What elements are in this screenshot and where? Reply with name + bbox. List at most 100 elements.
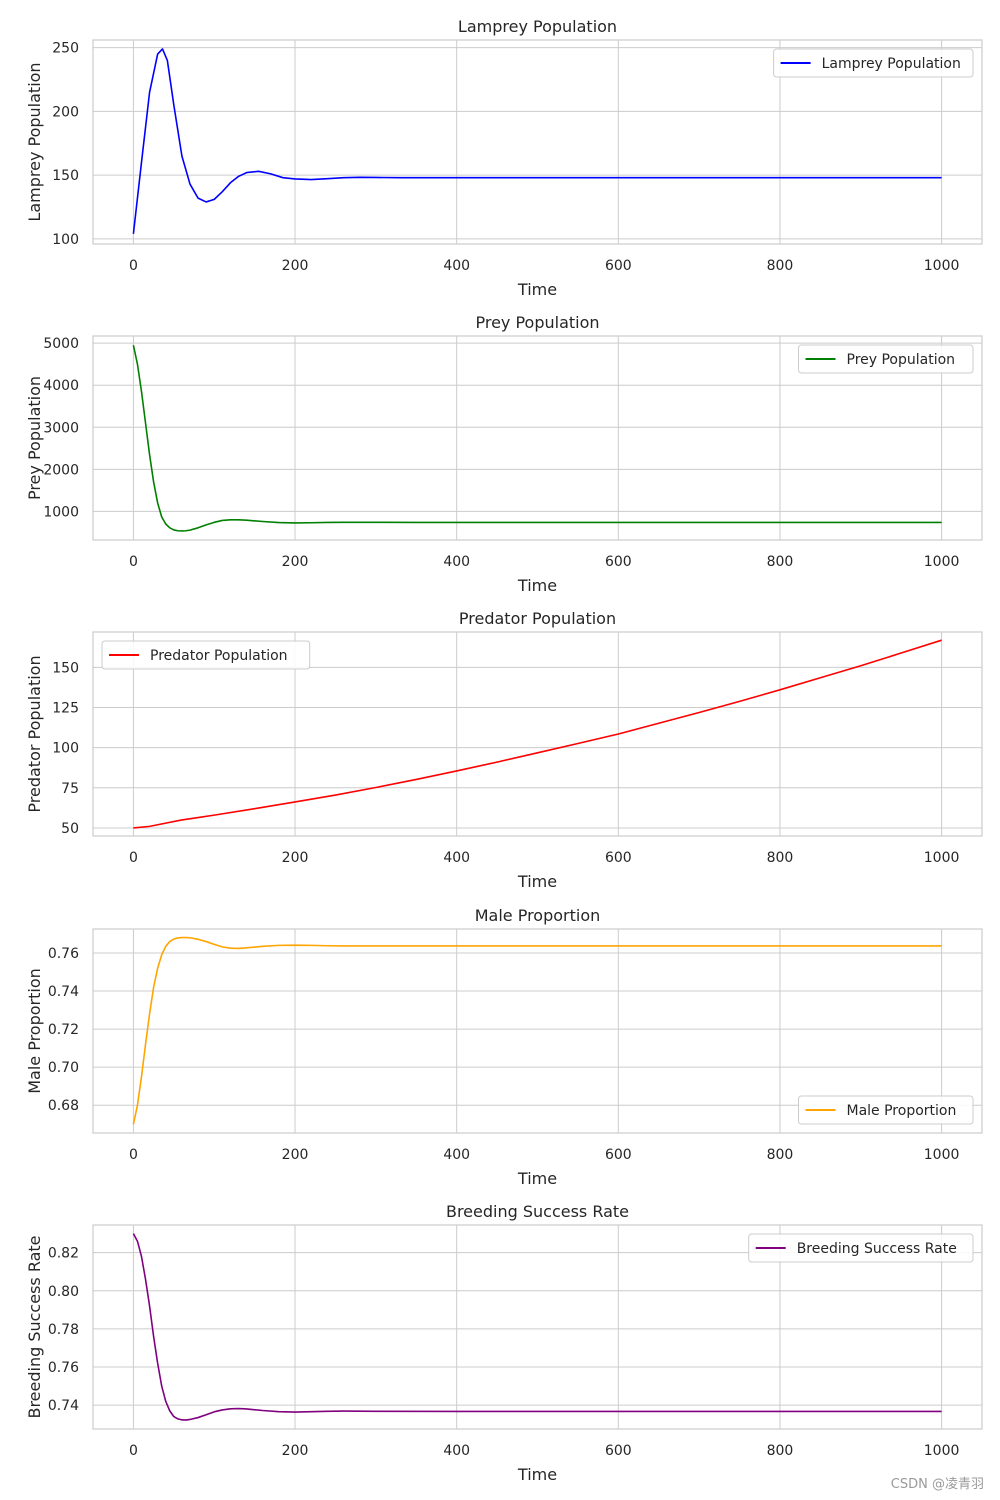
legend-box	[773, 48, 974, 78]
subplot-title: Breeding Success Rate	[446, 1202, 629, 1221]
x-tick-label: 400	[443, 1147, 470, 1163]
legend-box	[101, 640, 311, 670]
x-tick-label: 1000	[924, 850, 960, 866]
axes-frame	[92, 1224, 983, 1430]
x-tick-label: 1000	[924, 1443, 960, 1459]
y-tick-label: 0.76	[48, 946, 79, 962]
x-tick-label: 200	[282, 1147, 309, 1163]
x-axis-label: Time	[517, 1465, 557, 1484]
y-tick-label: 1000	[43, 504, 79, 520]
x-axis-label: Time	[517, 872, 557, 891]
x-tick-label: 200	[282, 554, 309, 570]
y-tick-label: 5000	[43, 336, 79, 352]
y-tick-label: 0.68	[48, 1098, 79, 1114]
subplot-title: Lamprey Population	[458, 17, 617, 36]
y-tick-label: 75	[61, 781, 79, 797]
axes-frame	[92, 631, 983, 837]
y-axis-label: Lamprey Population	[25, 62, 44, 221]
x-tick-label: 600	[605, 850, 632, 866]
x-tick-label: 0	[129, 850, 138, 866]
axes-frame	[92, 39, 983, 245]
legend: Prey Population	[798, 344, 974, 374]
x-axis-label: Time	[517, 576, 557, 595]
y-tick-label: 100	[52, 741, 79, 757]
legend-label: Male Proportion	[847, 1103, 957, 1119]
x-tick-label: 600	[605, 1147, 632, 1163]
x-axis-label: Time	[517, 1169, 557, 1188]
series-line-predator-population	[133, 639, 942, 829]
y-tick-label: 0.80	[48, 1284, 79, 1300]
legend: Breeding Success Rate	[748, 1233, 974, 1263]
x-tick-label: 400	[443, 850, 470, 866]
y-axis-label: Predator Population	[25, 655, 44, 812]
x-tick-label: 0	[129, 554, 138, 570]
y-tick-label: 250	[52, 41, 79, 57]
axes-frame	[92, 335, 983, 541]
x-tick-label: 1000	[924, 1147, 960, 1163]
y-tick-label: 0.72	[48, 1022, 79, 1038]
x-tick-label: 400	[443, 1443, 470, 1459]
x-tick-label: 600	[605, 258, 632, 274]
x-tick-label: 0	[129, 1443, 138, 1459]
subplot-title: Predator Population	[459, 609, 616, 628]
x-tick-label: 600	[605, 1443, 632, 1459]
y-tick-label: 0.74	[48, 1398, 79, 1414]
legend: Predator Population	[101, 640, 311, 670]
series-line-prey-population	[132, 345, 942, 532]
y-tick-label: 3000	[43, 420, 79, 436]
x-tick-label: 600	[605, 554, 632, 570]
series-line-male-proportion	[132, 936, 942, 1125]
x-tick-label: 1000	[924, 554, 960, 570]
x-tick-label: 800	[767, 1443, 794, 1459]
x-tick-label: 800	[767, 554, 794, 570]
y-tick-label: 50	[61, 821, 79, 837]
y-tick-label: 150	[52, 660, 79, 676]
legend-label: Lamprey Population	[822, 56, 961, 72]
x-tick-label: 800	[767, 850, 794, 866]
legend-label: Breeding Success Rate	[797, 1241, 957, 1257]
y-tick-label: 0.76	[48, 1360, 79, 1376]
legend-label: Prey Population	[847, 352, 956, 368]
subplot-predator-population: 0 200 400 600 800 1000 50 75 100 125 150 Predator P…	[25, 609, 983, 891]
y-tick-label: 100	[52, 232, 79, 248]
y-axis-label: Breeding Success Rate	[25, 1235, 44, 1418]
subplot-male-proportion: 0 200 400 600 800 10000.680.700.720.740.76Mal…	[25, 906, 983, 1188]
x-tick-label: 800	[767, 258, 794, 274]
y-axis-label: Prey Population	[25, 376, 44, 500]
x-tick-label: 0	[129, 258, 138, 274]
subplot-title: Male Proportion	[475, 906, 601, 925]
y-tick-label: 4000	[43, 378, 79, 394]
x-tick-label: 800	[767, 1147, 794, 1163]
watermark: CSDN @凌青羽	[891, 1477, 984, 1492]
legend: Male Proportion	[798, 1095, 974, 1125]
x-tick-label: 200	[282, 258, 309, 274]
y-tick-label: 0.70	[48, 1060, 79, 1076]
subplot-lamprey-population: 0 200 400 600 800 1000 100 150 200 250 Lamprey Pop…	[25, 17, 983, 299]
subplot-title: Prey Population	[475, 313, 599, 332]
x-axis-label: Time	[517, 280, 557, 299]
y-axis-label: Male Proportion	[25, 968, 44, 1094]
legend-box	[798, 1095, 974, 1125]
subplot-prey-population: 0 200 400 600 800 1000 1000 2000 3000 4000 5000 Pre…	[25, 313, 983, 595]
legend-box	[798, 344, 974, 374]
y-tick-label: 200	[52, 104, 79, 120]
y-tick-label: 150	[52, 168, 79, 184]
series-line-lamprey-population	[132, 48, 942, 234]
y-tick-label: 125	[52, 700, 79, 716]
legend: Lamprey Population	[773, 48, 974, 78]
x-tick-label: 400	[443, 258, 470, 274]
x-tick-label: 0	[129, 1147, 138, 1163]
y-tick-label: 2000	[43, 462, 79, 478]
y-tick-label: 0.74	[48, 984, 79, 1000]
x-tick-label: 1000	[924, 258, 960, 274]
legend-label: Predator Population	[150, 648, 288, 664]
y-tick-label: 0.78	[48, 1322, 79, 1338]
x-tick-label: 400	[443, 554, 470, 570]
x-tick-label: 200	[282, 850, 309, 866]
y-tick-label: 0.82	[48, 1246, 79, 1262]
subplot-breeding-success-rate: 0 200 400 600 800 10000.740.760.780.800.82Bre…	[25, 1202, 983, 1484]
x-tick-label: 200	[282, 1443, 309, 1459]
legend-box	[748, 1233, 974, 1263]
